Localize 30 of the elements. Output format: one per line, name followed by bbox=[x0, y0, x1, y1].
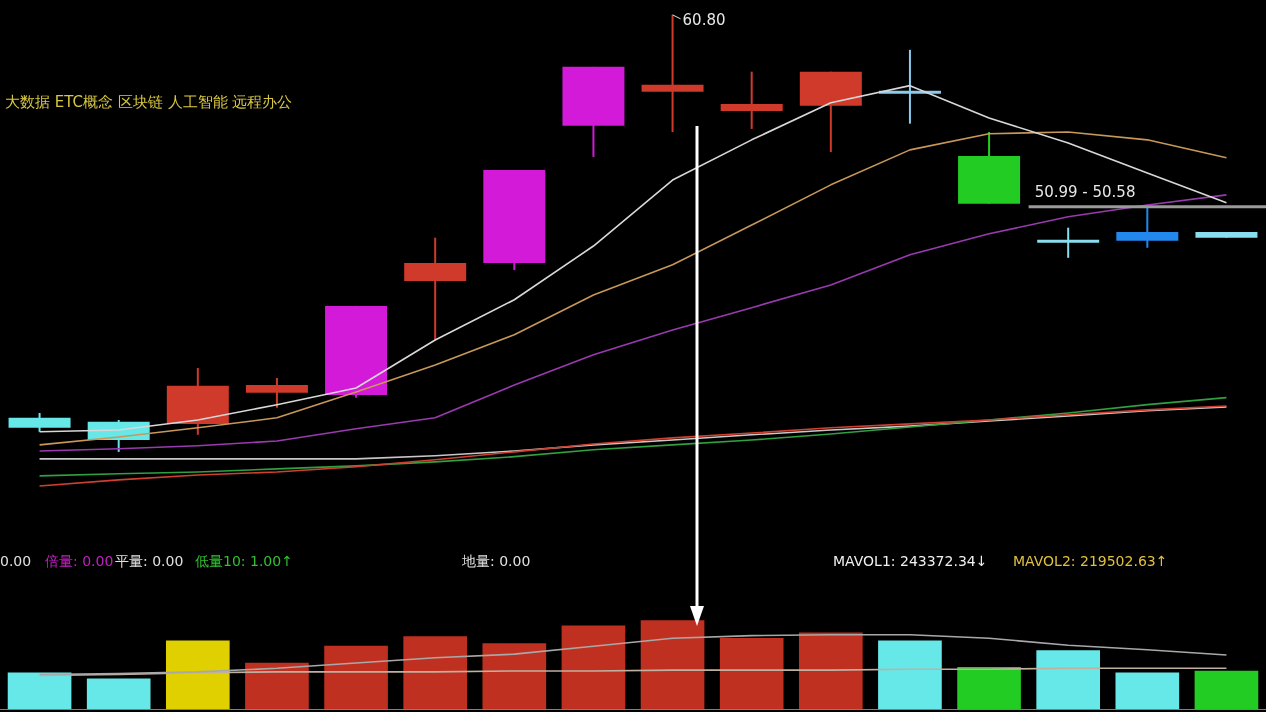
candlestick bbox=[245, 377, 308, 409]
text: 0.00 bbox=[0, 552, 32, 569]
bar bbox=[640, 620, 705, 709]
bar bbox=[719, 637, 784, 709]
text: MAVOL2: 219502.63↑ bbox=[1013, 552, 1168, 569]
bar bbox=[1115, 672, 1180, 709]
text: 地量: 0.00 bbox=[461, 552, 531, 569]
bar bbox=[7, 672, 72, 709]
bar bbox=[324, 645, 388, 709]
text: MAVOL1: 243372.34↓ bbox=[833, 552, 988, 569]
bar bbox=[1194, 670, 1259, 709]
candlestick bbox=[720, 70, 783, 130]
bar bbox=[878, 640, 942, 709]
annotation: 60.80 bbox=[682, 10, 726, 29]
annotation: 大数据 ETC概念 区块链 人工智能 远程办公 bbox=[5, 92, 293, 111]
bar bbox=[403, 636, 468, 709]
bar bbox=[561, 625, 626, 709]
candlestick bbox=[1037, 226, 1100, 259]
bar bbox=[482, 643, 547, 709]
text: 平量: 0.00 bbox=[115, 552, 184, 569]
annotation: 50.99 - 50.58 bbox=[1034, 182, 1136, 201]
bar bbox=[245, 662, 309, 709]
bar bbox=[165, 640, 230, 709]
bar bbox=[798, 632, 863, 709]
text: 低量10: 1.00↑ bbox=[195, 552, 293, 569]
bar bbox=[86, 678, 151, 709]
bar bbox=[1036, 650, 1101, 709]
candlestick bbox=[1116, 207, 1179, 249]
text: 倍量: 0.00 bbox=[45, 552, 114, 569]
bar bbox=[957, 667, 1021, 709]
